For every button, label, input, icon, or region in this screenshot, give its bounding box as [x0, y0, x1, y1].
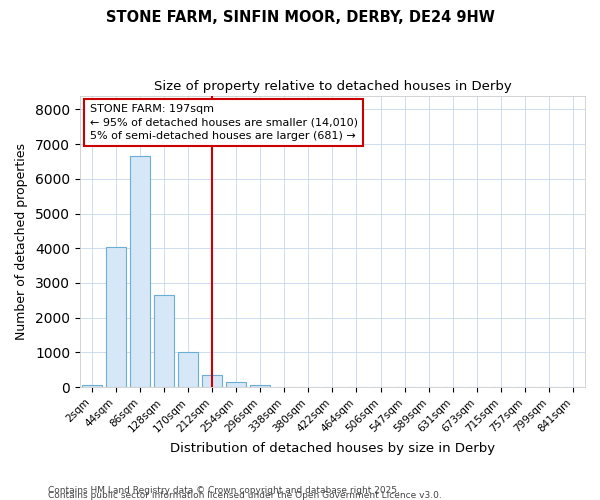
Bar	[154, 295, 174, 387]
Text: Contains public sector information licensed under the Open Government Licence v3: Contains public sector information licen…	[48, 491, 442, 500]
Bar	[178, 352, 198, 387]
Text: Contains HM Land Registry data © Crown copyright and database right 2025.: Contains HM Land Registry data © Crown c…	[48, 486, 400, 495]
Bar	[82, 386, 102, 387]
Bar	[202, 375, 223, 387]
Bar	[250, 386, 271, 387]
Y-axis label: Number of detached properties: Number of detached properties	[15, 143, 28, 340]
X-axis label: Distribution of detached houses by size in Derby: Distribution of detached houses by size …	[170, 442, 495, 455]
Text: STONE FARM, SINFIN MOOR, DERBY, DE24 9HW: STONE FARM, SINFIN MOOR, DERBY, DE24 9HW	[106, 10, 494, 25]
Bar	[106, 246, 126, 387]
Text: STONE FARM: 197sqm
← 95% of detached houses are smaller (14,010)
5% of semi-deta: STONE FARM: 197sqm ← 95% of detached hou…	[90, 104, 358, 141]
Title: Size of property relative to detached houses in Derby: Size of property relative to detached ho…	[154, 80, 511, 93]
Bar	[130, 156, 150, 387]
Bar	[226, 382, 247, 387]
